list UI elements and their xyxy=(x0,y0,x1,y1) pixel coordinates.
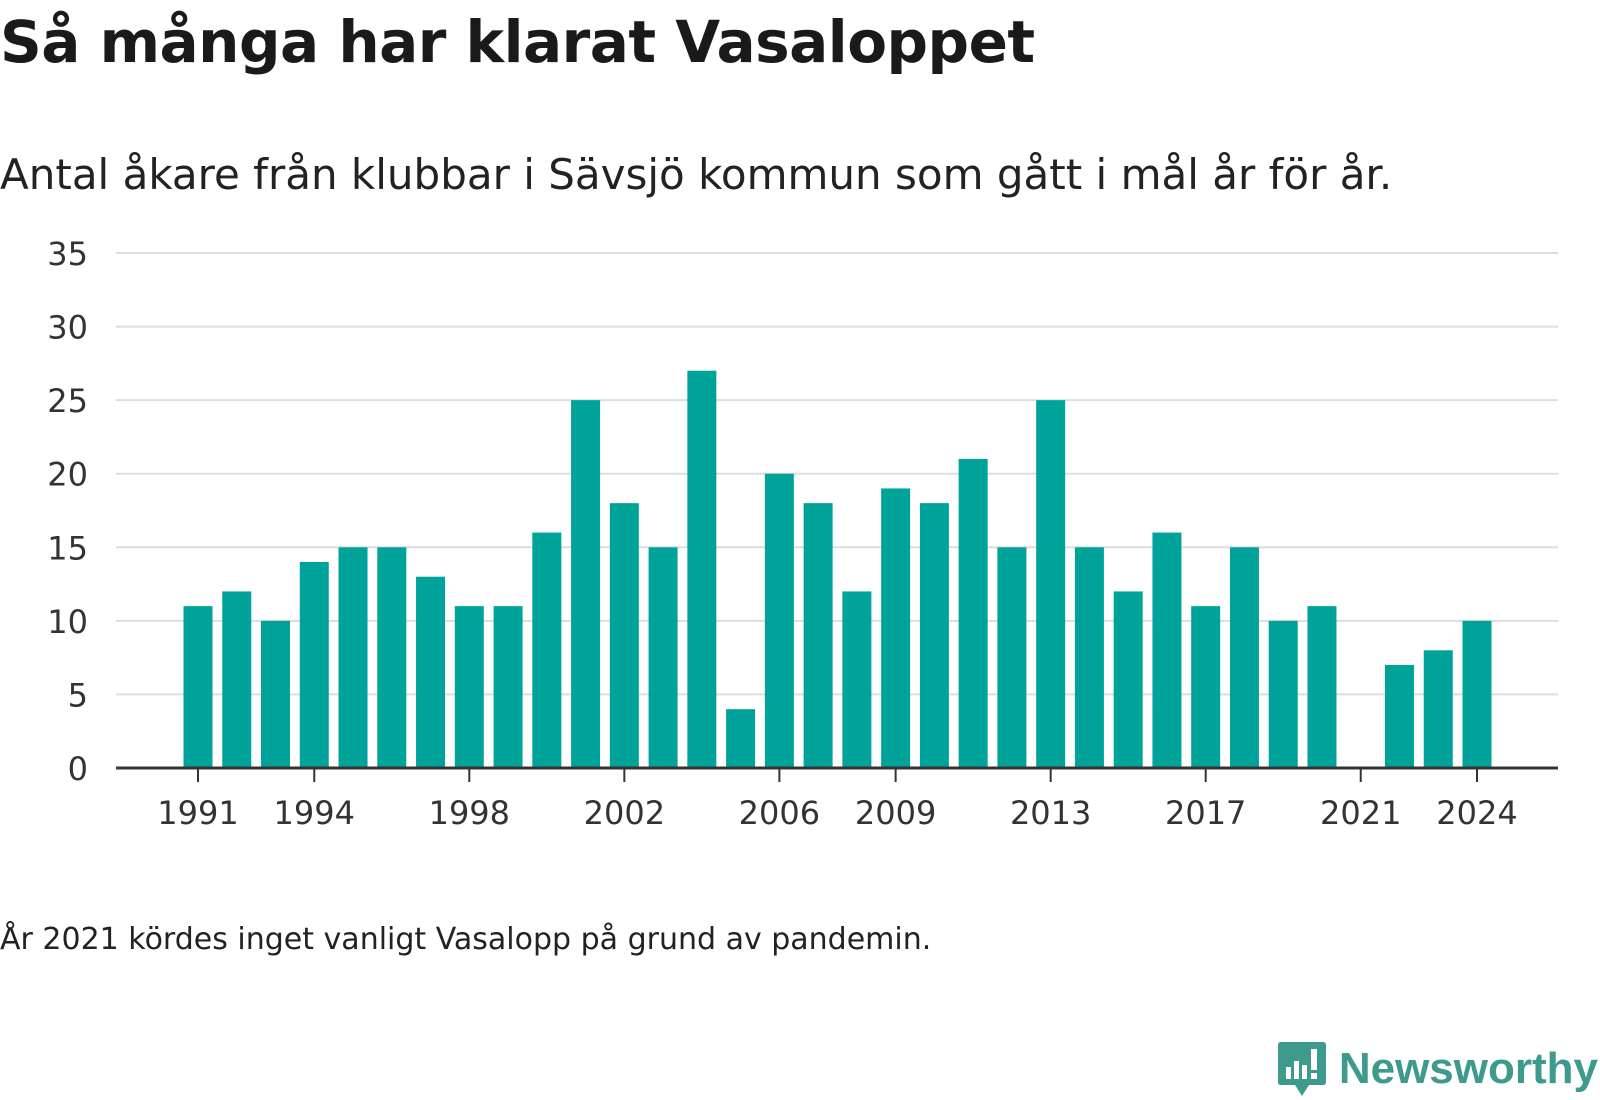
x-axis-labels: 1991 1994 1998 2002 2006 2009 2013 2017 2021 2024 xyxy=(157,794,1517,832)
bar-2003 xyxy=(648,547,678,768)
y-tick-label-10: 10 xyxy=(47,603,88,641)
bar-chart: 0 5 10 15 20 25 30 35 1991 1994 1998 2002 2006 2009 2… xyxy=(47,235,1558,832)
x-tick-label-2006: 2006 xyxy=(739,794,820,832)
bar-2015 xyxy=(1113,591,1143,768)
bar-2022 xyxy=(1384,665,1414,768)
bar-1991 xyxy=(183,606,213,768)
bar-2008 xyxy=(842,591,872,768)
bar-1998 xyxy=(454,606,484,768)
x-tick-label-1994: 1994 xyxy=(274,794,355,832)
bar-2000 xyxy=(532,532,562,768)
bar-2004 xyxy=(687,370,717,768)
bar-2020 xyxy=(1307,606,1337,768)
bar-2006 xyxy=(764,473,794,768)
bar-2018 xyxy=(1229,547,1259,768)
x-tick-label-2024: 2024 xyxy=(1436,794,1517,832)
chart-subtitle: Antal åkare från klubbar i Sävsjö kommun… xyxy=(0,150,1393,199)
y-tick-label-25: 25 xyxy=(47,382,88,420)
bar-2005 xyxy=(726,709,756,768)
brand-logo[interactable]: Newsworthy xyxy=(1277,1040,1598,1098)
bar-2009 xyxy=(881,488,911,768)
bar-1995 xyxy=(338,547,368,768)
x-tick-label-2021: 2021 xyxy=(1320,794,1401,832)
chart-title: Så många har klarat Vasaloppet xyxy=(0,8,1035,76)
bar-2017 xyxy=(1191,606,1221,768)
bar-2019 xyxy=(1268,620,1298,768)
y-tick-label-20: 20 xyxy=(47,456,88,494)
bar-2014 xyxy=(1074,547,1104,768)
bar-1994 xyxy=(299,562,329,768)
bar-2010 xyxy=(919,503,949,768)
bar-2023 xyxy=(1423,650,1453,768)
bar-2007 xyxy=(803,503,833,768)
x-tick-label-2009: 2009 xyxy=(855,794,936,832)
x-tick-label-2013: 2013 xyxy=(1010,794,1091,832)
bar-1999 xyxy=(493,606,523,768)
y-tick-label-15: 15 xyxy=(47,529,88,567)
y-axis-labels: 0 5 10 15 20 25 30 35 xyxy=(47,235,88,788)
bars xyxy=(183,370,1492,768)
brand-name: Newsworthy xyxy=(1338,1044,1598,1093)
x-axis-ticks xyxy=(197,768,1478,782)
bar-2011 xyxy=(958,459,988,768)
y-tick-label-30: 30 xyxy=(47,309,88,347)
bar-2013 xyxy=(1036,400,1066,768)
bar-2001 xyxy=(571,400,601,768)
newsworthy-logo-icon xyxy=(1277,1042,1326,1096)
x-tick-label-1991: 1991 xyxy=(157,794,238,832)
y-tick-label-35: 35 xyxy=(47,235,88,273)
gridlines xyxy=(116,252,1558,696)
bar-2024 xyxy=(1462,620,1492,768)
bar-1993 xyxy=(261,620,291,768)
y-tick-label-5: 5 xyxy=(68,676,88,714)
bar-1992 xyxy=(222,591,252,768)
bar-2016 xyxy=(1152,532,1182,768)
bar-2002 xyxy=(609,503,639,768)
bar-1996 xyxy=(377,547,407,768)
bar-1997 xyxy=(416,576,446,768)
bar-2012 xyxy=(997,547,1027,768)
x-tick-label-1998: 1998 xyxy=(429,794,510,832)
x-tick-label-2002: 2002 xyxy=(584,794,665,832)
x-tick-label-2017: 2017 xyxy=(1165,794,1246,832)
footnote: År 2021 kördes inget vanligt Vasalopp på… xyxy=(0,922,932,957)
y-tick-label-0: 0 xyxy=(68,750,88,788)
